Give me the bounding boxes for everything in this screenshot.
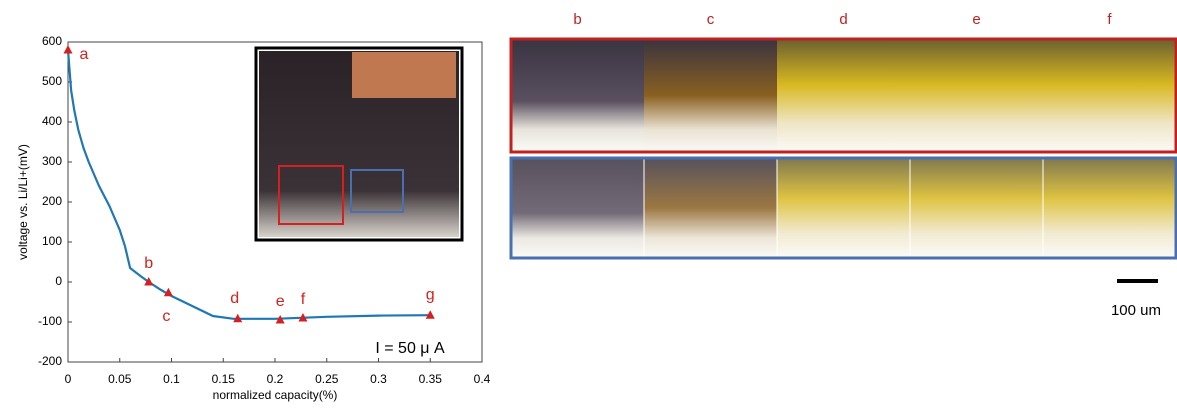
y-tick-label: -100 — [38, 314, 62, 328]
column-label: b — [573, 11, 581, 28]
point-label: e — [276, 293, 285, 310]
photo-panel — [644, 39, 777, 152]
x-tick-label: 0.4 — [474, 372, 491, 386]
photo-panel — [511, 39, 644, 152]
column-label: f — [1107, 11, 1112, 28]
inset-copper — [352, 52, 456, 98]
inset-photo — [256, 48, 462, 240]
photo-panel — [644, 158, 777, 258]
x-tick-label: 0.05 — [108, 372, 132, 386]
point-label: c — [162, 308, 170, 325]
photo-panel — [777, 158, 910, 258]
x-tick-label: 0.2 — [267, 372, 284, 386]
page: normalized capacity(%) voltage vs. Li/Li… — [0, 0, 1177, 418]
photo-panel — [910, 158, 1043, 258]
x-tick-label: 0.1 — [163, 372, 180, 386]
photo-panel — [1043, 158, 1176, 258]
y-tick-label: 400 — [42, 114, 62, 128]
x-tick-label: 0 — [65, 372, 72, 386]
y-tick-label: 300 — [42, 154, 62, 168]
photo-panel — [1043, 39, 1176, 152]
scale-bar-label: 100 um — [1111, 302, 1161, 319]
photo-panel — [777, 39, 910, 152]
figure: normalized capacity(%) voltage vs. Li/Li… — [0, 0, 1177, 413]
x-tick-label: 0.3 — [370, 372, 387, 386]
x-axis-label: normalized capacity(%) — [213, 388, 338, 402]
y-tick-label: 600 — [42, 34, 62, 48]
point-label: d — [230, 290, 239, 307]
y-tick-label: -200 — [38, 354, 62, 368]
x-tick-label: 0.25 — [315, 372, 339, 386]
column-label: c — [707, 11, 715, 28]
photo-panel — [910, 39, 1043, 152]
y-tick-label: 100 — [42, 234, 62, 248]
x-tick-label: 0.35 — [419, 372, 443, 386]
plot: normalized capacity(%) voltage vs. Li/Li… — [16, 34, 490, 402]
x-tick-label: 0.15 — [212, 372, 236, 386]
column-label: e — [972, 11, 980, 28]
annotation: I = 50 μ A — [375, 340, 445, 357]
strip-panels — [511, 39, 1176, 258]
point-label: a — [80, 46, 89, 63]
point-marker — [144, 277, 153, 286]
y-tick-label: 0 — [55, 274, 62, 288]
point-label: g — [426, 286, 435, 303]
point-label: b — [144, 255, 153, 272]
point-label: f — [301, 291, 306, 308]
column-label: d — [839, 11, 847, 28]
y-axis-label: voltage vs. Li/Li+(mV) — [16, 144, 30, 260]
photo-strips: 100 um — [511, 39, 1176, 319]
y-tick-label: 500 — [42, 74, 62, 88]
photo-panel — [511, 158, 644, 258]
y-tick-label: 200 — [42, 194, 62, 208]
point-marker — [64, 45, 73, 54]
